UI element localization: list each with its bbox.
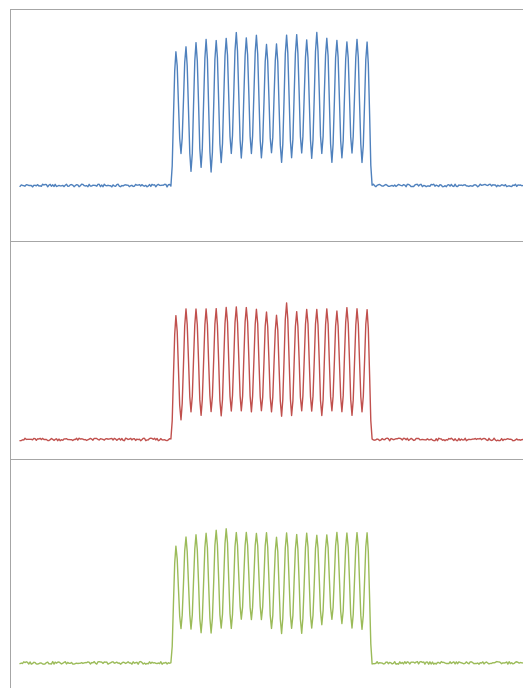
- red-trace: [19, 302, 523, 442]
- chart-frame: [10, 9, 523, 688]
- blue-trace: [19, 31, 523, 188]
- chart-panel-green: [19, 528, 523, 665]
- chart-panel-red: [19, 302, 523, 442]
- green-trace: [19, 528, 523, 665]
- chart-panel-blue: [19, 31, 523, 188]
